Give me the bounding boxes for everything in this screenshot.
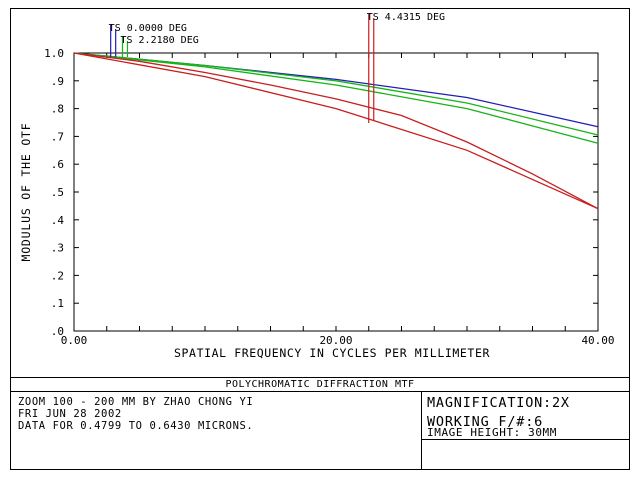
y-tick-label-10: .0 xyxy=(51,325,64,338)
series-line-3 xyxy=(73,52,599,210)
image-height-label: IMAGE HEIGHT: 30MM xyxy=(427,426,558,439)
series-line-4 xyxy=(73,52,599,210)
magnification-label: MAGNIFICATION:2X xyxy=(427,395,570,411)
y-tick-label-7: .3 xyxy=(51,242,64,255)
y-tick-label-2: .8 xyxy=(51,103,64,116)
info-line-wavelength: DATA FOR 0.4799 TO 0.6430 MICRONS. xyxy=(18,420,254,432)
working-fnum-label: WORKING F/#:6 xyxy=(427,414,544,430)
info-line-title: ZOOM 100 - 200 MM BY ZHAO CHONG YI xyxy=(18,396,254,408)
series-lines xyxy=(73,52,599,210)
axes xyxy=(73,52,599,332)
y-tick-label-3: .7 xyxy=(51,130,64,143)
info-line-date: FRI JUN 28 2002 xyxy=(18,408,122,420)
y-tick-label-8: .2 xyxy=(51,269,64,282)
y-tick-label-0: 1.0 xyxy=(44,47,64,60)
x-tick-label-2: 40.00 xyxy=(581,334,614,347)
y-tick-label-1: .9 xyxy=(51,75,64,88)
marker-label-2: TS 4.4315 DEG xyxy=(367,12,445,23)
y-tick-label-5: .5 xyxy=(51,186,64,199)
footer: POLYCHROMATIC DIFFRACTION MTF ZOOM 100 -… xyxy=(10,377,630,470)
ticks xyxy=(74,53,598,331)
info-panel: ZOOM 100 - 200 MM BY ZHAO CHONG YI FRI J… xyxy=(10,392,422,470)
series-line-1 xyxy=(73,52,599,136)
marker-label-1: TS 2.2180 DEG xyxy=(120,35,198,46)
spec-panel: MAGNIFICATION:2X WORKING F/#:6 IMAGE HEI… xyxy=(422,392,630,470)
y-tick-label-6: .4 xyxy=(51,214,65,227)
y-tick-label-9: .1 xyxy=(51,297,64,310)
axis-labels: 1.0 .9 .8 .7 .6 .5 .4 .3 .2 .1 .00.00 20.00 40.00 SPA… xyxy=(19,47,615,360)
y-axis-label: MODULUS OF THE OTF xyxy=(19,122,33,261)
x-tick-label-0: 0.00 xyxy=(61,334,88,347)
plot-area-border xyxy=(73,52,599,332)
marker-label-0: TS 0.0000 DEG xyxy=(109,23,187,34)
footer-title: POLYCHROMATIC DIFFRACTION MTF xyxy=(10,378,630,392)
series-line-2 xyxy=(73,52,599,144)
x-tick-label-1: 20.00 xyxy=(319,334,352,347)
x-axis-label: SPATIAL FREQUENCY IN CYCLES PER MILLIMET… xyxy=(174,346,490,360)
y-tick-label-4: .6 xyxy=(51,158,64,171)
plot-frame xyxy=(10,8,630,470)
spec-box: MAGNIFICATION:2X WORKING F/#:6 IMAGE HEI… xyxy=(422,392,630,440)
